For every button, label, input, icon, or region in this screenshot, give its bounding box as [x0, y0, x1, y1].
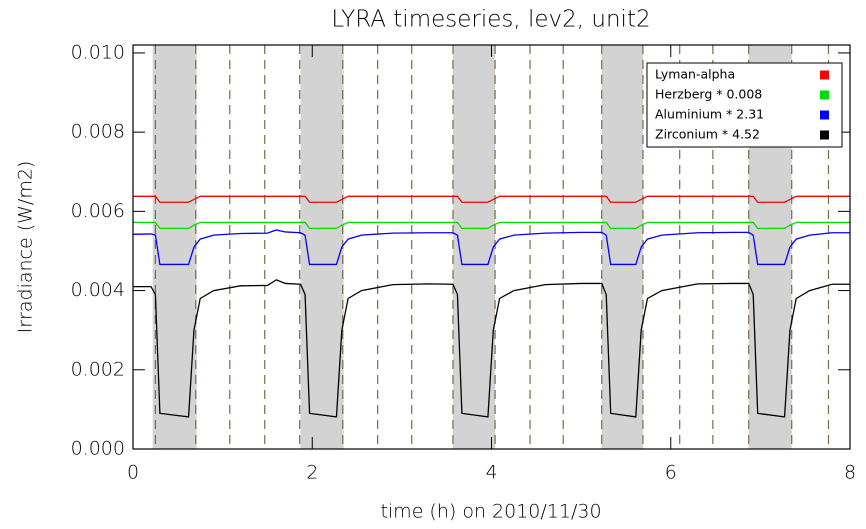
- legend-swatch: [820, 70, 829, 80]
- y-tick-label: 0.010: [71, 41, 125, 63]
- series-line: [132, 229, 850, 266]
- shaded-interval: [152, 45, 197, 449]
- x-tick-label: 8: [844, 462, 856, 484]
- y-tick-label: 0.006: [71, 200, 125, 222]
- y-tick-label: 0.008: [71, 121, 125, 143]
- y-tick-label: 0.004: [71, 279, 125, 301]
- legend-swatch: [820, 110, 829, 120]
- series-line: [133, 195, 850, 203]
- legend-label: Aluminium * 2.31: [655, 107, 764, 122]
- legend-box: [646, 62, 843, 148]
- y-axis-label: Irradiance (W/m2): [15, 161, 37, 334]
- y-tick-label: 0.002: [71, 358, 125, 380]
- series-line: [133, 221, 850, 230]
- x-tick-label: 6: [665, 462, 677, 484]
- shaded-interval: [452, 45, 496, 449]
- legend-swatch: [820, 90, 829, 100]
- legend-label: Zirconium * 4.52: [655, 127, 760, 142]
- x-tick-label: 0: [127, 462, 139, 484]
- legend-label: Lyman-alpha: [655, 67, 735, 82]
- y-tick-label: 0.000: [71, 438, 125, 460]
- chart-title: LYRA timeseries, lev2, unit2: [331, 7, 650, 33]
- series-line: [133, 279, 850, 418]
- x-axis-label: time (h) on 2010/11/30: [380, 501, 601, 523]
- x-tick-label: 2: [306, 462, 318, 484]
- legend-swatch: [820, 130, 829, 140]
- legend-label: Herzberg * 0.008: [655, 87, 762, 102]
- x-tick-label: 4: [485, 462, 497, 484]
